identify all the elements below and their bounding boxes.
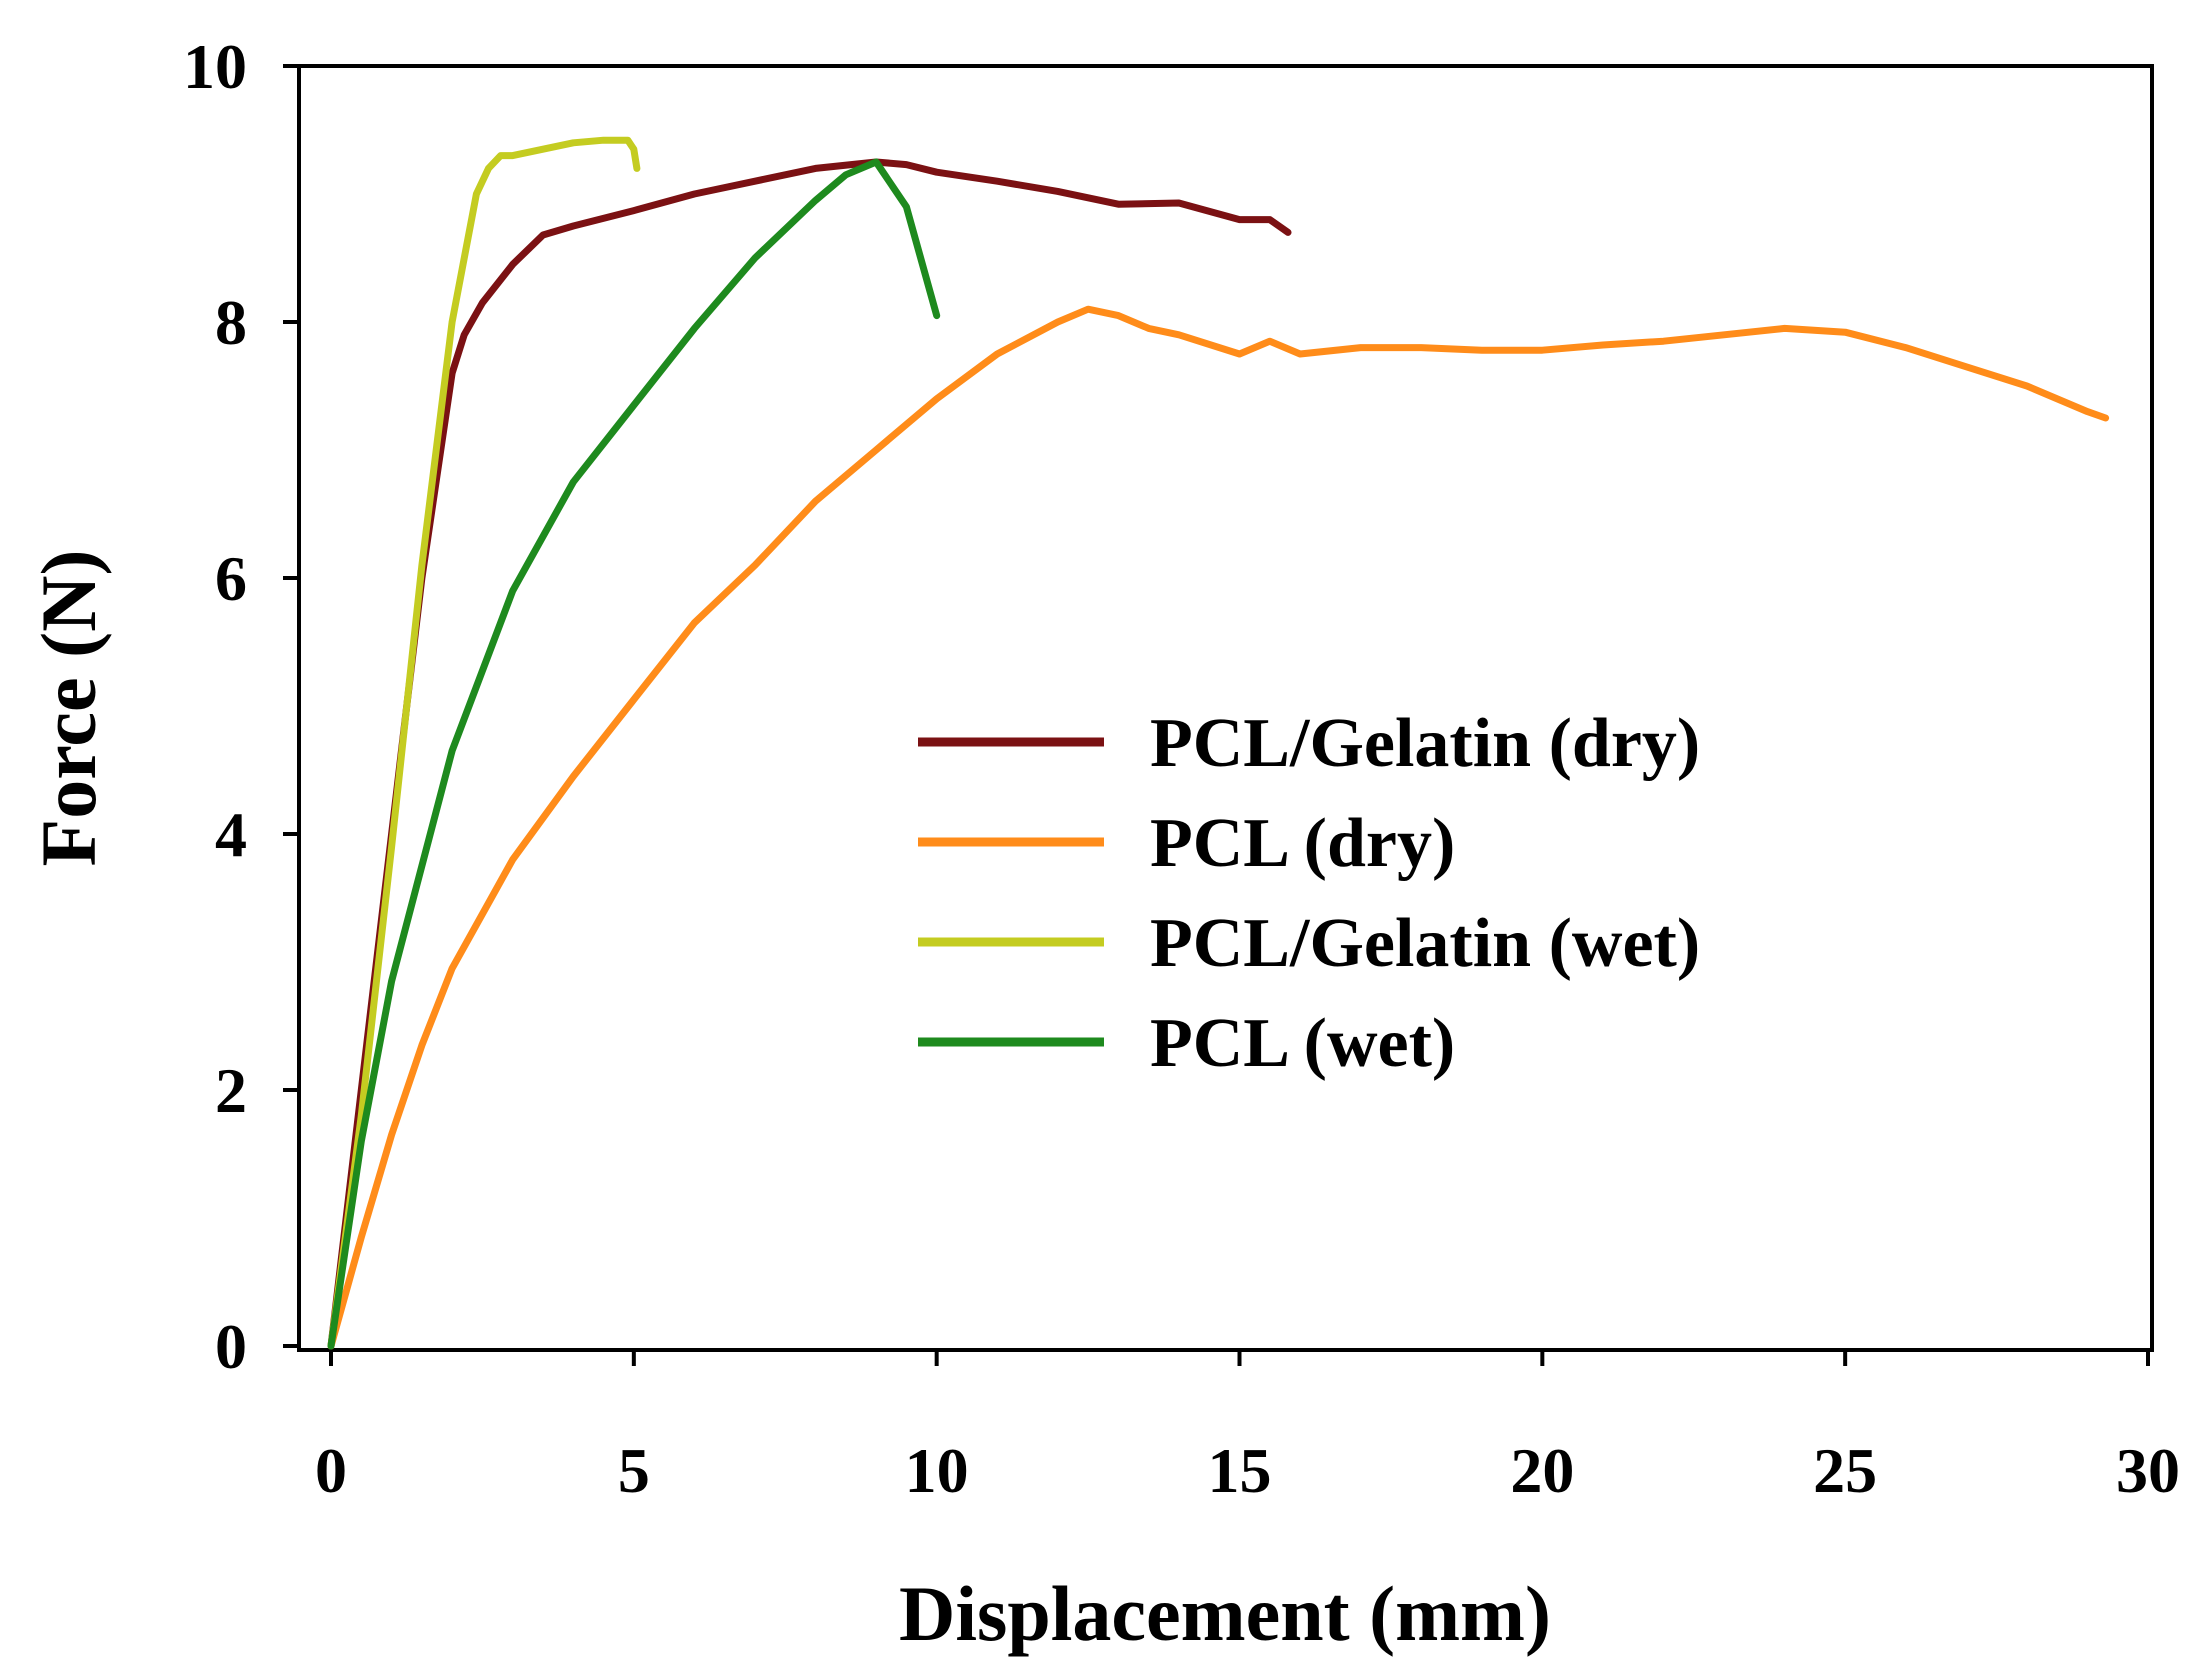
legend-label-pcl-gelatin-wet: PCL/Gelatin (wet) [1150, 905, 1700, 982]
x-axis-ticks: 0 5 10 15 20 25 30 [315, 1350, 2180, 1506]
y-tick-label: 4 [215, 799, 247, 870]
x-tick-label: 5 [618, 1435, 650, 1506]
x-tick-label: 25 [1813, 1435, 1877, 1506]
legend-label-pcl-wet: PCL (wet) [1150, 1005, 1455, 1082]
y-axis-title: Force (N) [25, 550, 112, 867]
y-tick-label: 10 [183, 31, 247, 102]
x-tick-label: 10 [905, 1435, 969, 1506]
y-tick-label: 2 [215, 1055, 247, 1126]
y-tick-label: 6 [215, 543, 247, 614]
x-tick-label: 15 [1208, 1435, 1272, 1506]
series-lines [327, 136, 2110, 1350]
series-line-pcl-gelatin-wet [327, 136, 641, 1350]
legend: PCL/Gelatin (dry) PCL (dry) PCL/Gelatin (w… [918, 705, 1700, 1082]
legend-label-pcl-dry: PCL (dry) [1150, 805, 1455, 882]
series-line-pcl-dry [327, 305, 2110, 1350]
plot-frame [297, 64, 2154, 1352]
y-tick-label: 0 [215, 1311, 247, 1382]
series-line-pcl-gelatin-dry [327, 158, 1292, 1350]
x-tick-label: 0 [315, 1435, 347, 1506]
x-tick-label: 20 [1510, 1435, 1574, 1506]
legend-label-pcl-gelatin-dry: PCL/Gelatin (dry) [1150, 705, 1700, 782]
x-tick-label: 30 [2116, 1435, 2180, 1506]
y-tick-label: 8 [215, 287, 247, 358]
x-axis-title: Displacement (mm) [899, 1570, 1551, 1657]
series-line-pcl-wet [327, 158, 941, 1350]
y-axis-ticks: 0 2 4 6 8 10 [183, 31, 299, 1382]
